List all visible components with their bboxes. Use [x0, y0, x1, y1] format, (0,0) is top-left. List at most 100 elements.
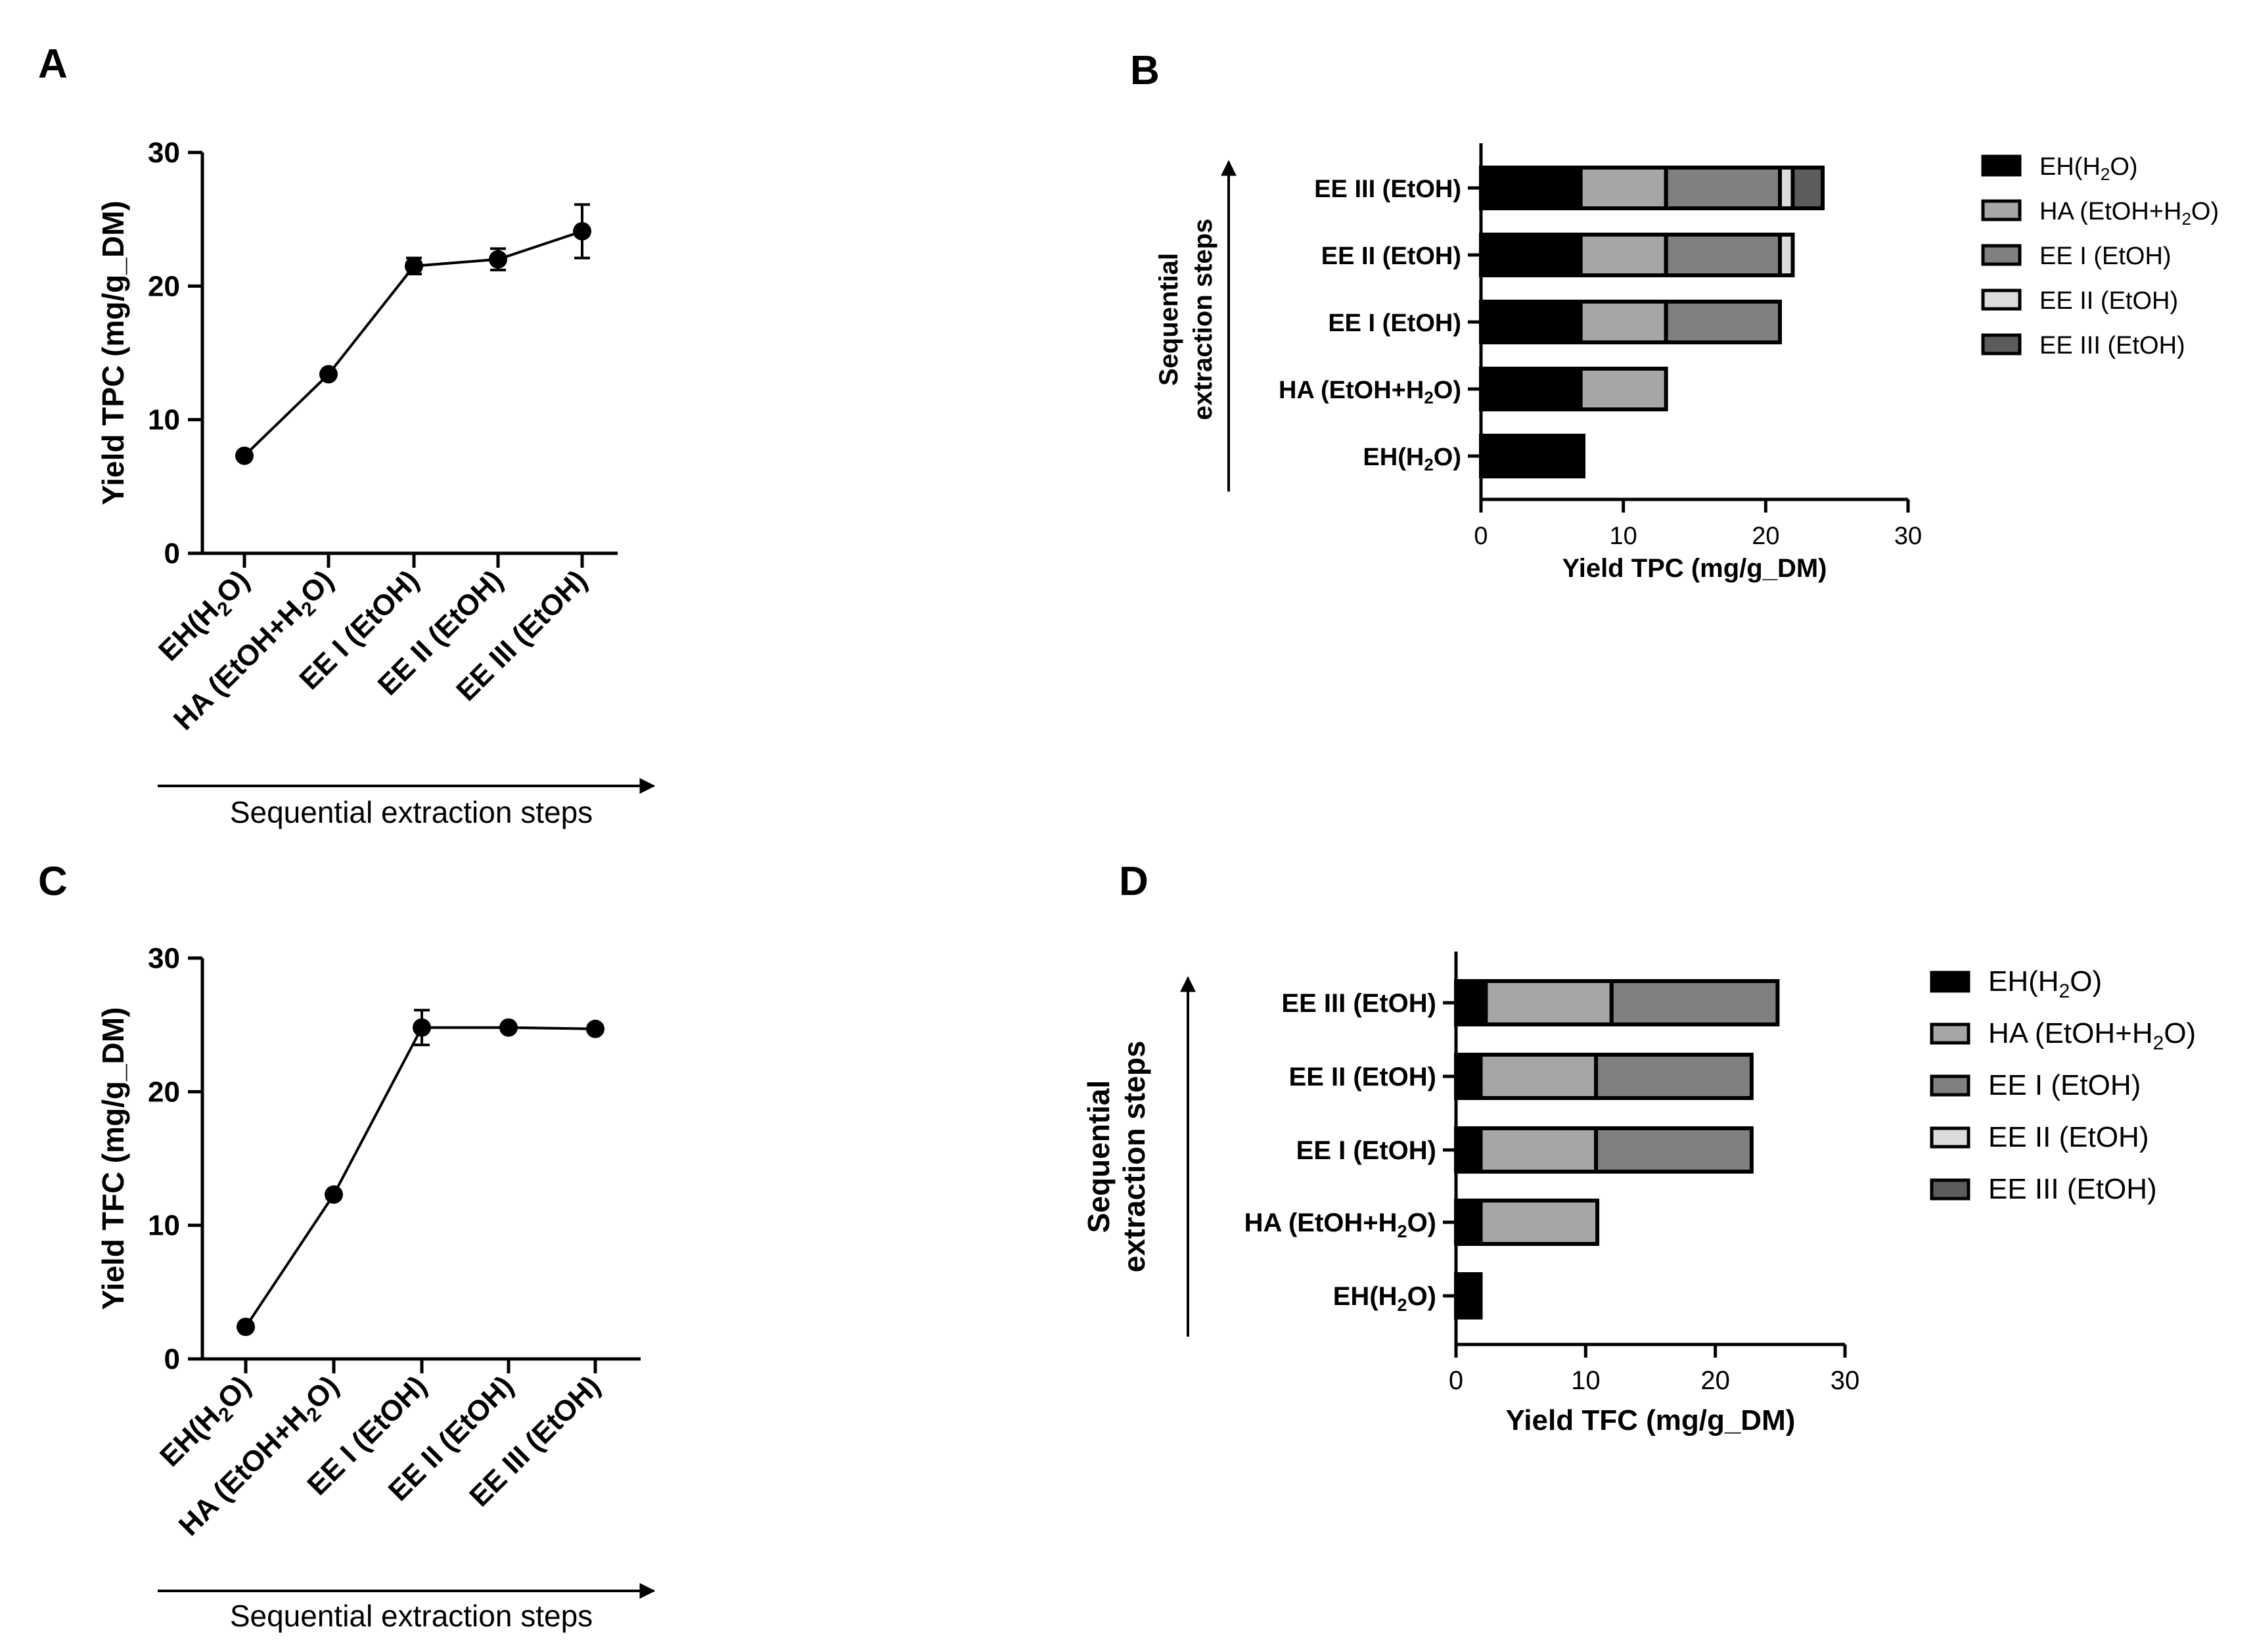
axis-title-extraction-steps: extraction steps: [1117, 1041, 1151, 1273]
y-tick-label: EE II (EtOH): [1321, 242, 1461, 270]
panel-label-d: D: [1119, 859, 1149, 904]
panel-d-stacked-bar-chart: 0 10 20 30 Yield TFC (mg/g_DM) EH(H2O) HA (EtO…: [1081, 952, 2196, 1436]
legend-swatch: [1981, 199, 2022, 221]
legend-label: EE I (EtOH): [2039, 242, 2172, 270]
bar-segment: [1664, 300, 1783, 344]
bar-segment: [1578, 367, 1668, 411]
y-tick-label: EE II (EtOH): [1289, 1063, 1436, 1091]
bar-segment: [1578, 233, 1668, 277]
legend-swatch: [1930, 1126, 1970, 1149]
data-point: [237, 1318, 255, 1337]
x-axis-title: Sequential extraction steps: [230, 795, 593, 829]
data-point: [235, 446, 254, 465]
axis-title-sequential: Sequential: [1154, 253, 1183, 386]
y-tick-label: 10: [148, 1210, 180, 1242]
legend-label: HA (EtOH+H2O): [2039, 198, 2219, 229]
y-tick-label: 0: [164, 538, 180, 570]
bar-segment: [1454, 1053, 1483, 1100]
bar-segment: [1478, 1053, 1599, 1100]
y-tick-label: 30: [148, 137, 180, 169]
bar-segment: [1664, 166, 1783, 210]
legend-label: EE III (EtOH): [2039, 332, 2185, 359]
y-tick-label: EE I (EtOH): [1296, 1136, 1436, 1165]
series-line: [244, 1026, 596, 1328]
bar-segment: [1484, 979, 1614, 1026]
bar-segment: [1594, 1053, 1754, 1100]
data-point: [319, 365, 338, 384]
y-axis-title: Yield TFC (mg/g_DM): [96, 1007, 130, 1310]
data-point: [499, 1018, 518, 1037]
y-tick-label: 10: [148, 404, 180, 436]
x-tick-label: 10: [1610, 522, 1637, 550]
x-tick-label: 10: [1571, 1366, 1601, 1395]
y-tick-label: 30: [148, 942, 180, 975]
axis-title-sequential: Sequential: [1081, 1080, 1116, 1233]
legend-label: EE I (EtOH): [1988, 1069, 2141, 1101]
legend-label: EE II (EtOH): [2039, 287, 2178, 315]
bar-segment: [1578, 300, 1668, 344]
legend-swatch: [1981, 333, 2022, 356]
y-tick-label: HA (EtOH+H2O): [1279, 377, 1461, 407]
x-tick-label: 0: [1474, 522, 1488, 550]
panel-b-stacked-bar-chart: 0 10 20 30 Yield TPC (mg/g_DM) EH(H2O) HA (EtO…: [1154, 143, 2219, 583]
bar-segment: [1454, 1272, 1483, 1319]
data-point: [325, 1185, 343, 1204]
bar-segment: [1594, 1126, 1754, 1174]
bar-segment: [1478, 1126, 1599, 1174]
legend-label: EH(H2O): [1988, 965, 2102, 1002]
legend-swatch: [1981, 154, 2022, 177]
bar-segment: [1790, 166, 1825, 210]
axis-title-extraction-steps: extraction steps: [1189, 219, 1218, 421]
x-tick-label: 20: [1700, 1366, 1730, 1395]
legend-label: HA (EtOH+H2O): [1988, 1017, 2196, 1054]
bar-segment: [1479, 233, 1583, 277]
legend-swatch: [1930, 1178, 1970, 1201]
legend-swatch: [1981, 288, 2022, 311]
data-point: [405, 256, 423, 275]
x-tick-label: 20: [1752, 522, 1779, 550]
x-axis-title: Sequential extraction steps: [230, 1599, 593, 1633]
bar-segment: [1479, 166, 1583, 210]
x-axis-title: Yield TFC (mg/g_DM): [1506, 1404, 1796, 1436]
y-tick-label: EH(H2O): [1363, 444, 1461, 474]
bar-segment: [1454, 979, 1488, 1026]
bar-segment: [1778, 233, 1795, 277]
x-axis-title: Yield TPC (mg/g_DM): [1562, 554, 1827, 583]
y-tick-label: 20: [148, 270, 180, 302]
y-tick-label: HA (EtOH+H2O): [1244, 1208, 1436, 1241]
x-tick-label: 30: [1894, 522, 1922, 550]
x-tick-label: 0: [1449, 1366, 1463, 1395]
data-point: [586, 1019, 604, 1038]
legend-swatch: [1930, 971, 1970, 993]
bar-segment: [1664, 233, 1783, 277]
legend-label: EH(H2O): [2039, 153, 2138, 184]
legend-label: EE III (EtOH): [1988, 1173, 2157, 1205]
data-point: [489, 250, 507, 269]
panel-label-a: A: [38, 41, 68, 87]
y-tick-label: 0: [164, 1343, 180, 1375]
bar-segment: [1478, 1199, 1600, 1246]
bar-segment: [1454, 1126, 1483, 1174]
x-tick-label: 30: [1831, 1366, 1860, 1395]
y-tick-label: EH(H2O): [1333, 1282, 1436, 1315]
y-tick-label: 20: [148, 1076, 180, 1108]
bar-segment: [1479, 367, 1583, 411]
legend-label: EE II (EtOH): [1988, 1121, 2149, 1153]
bar-segment: [1454, 1199, 1483, 1246]
y-tick-label: EE III (EtOH): [1314, 175, 1461, 203]
bar-segment: [1479, 434, 1585, 478]
legend-swatch: [1930, 1022, 1970, 1045]
y-tick-label: EE III (EtOH): [1281, 989, 1436, 1018]
bar-segment: [1479, 300, 1583, 344]
bar-segment: [1609, 979, 1780, 1026]
data-point: [573, 221, 591, 241]
bar-segment: [1578, 166, 1668, 210]
y-tick-label: EE I (EtOH): [1328, 310, 1461, 337]
y-axis-title: Yield TPC (mg/g_DM): [96, 200, 130, 505]
panel-label-c: C: [38, 859, 68, 904]
legend-swatch: [1981, 244, 2022, 266]
legend-swatch: [1930, 1074, 1970, 1097]
